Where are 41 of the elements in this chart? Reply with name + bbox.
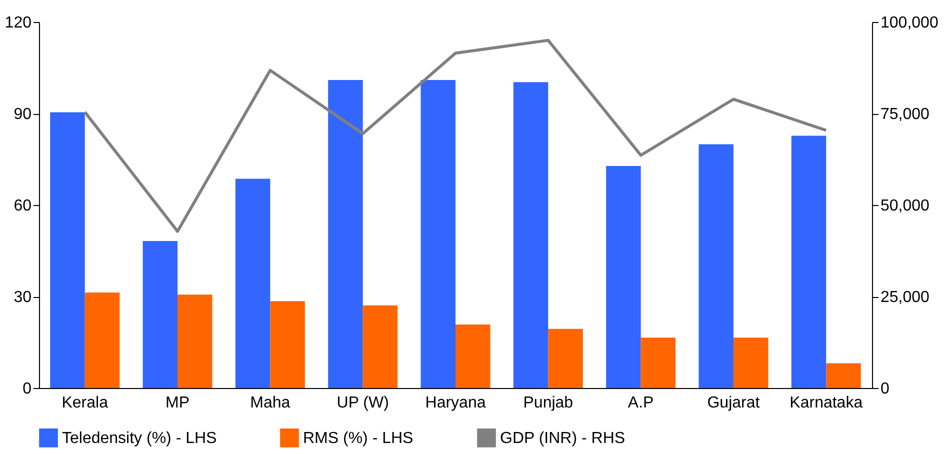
bar — [178, 294, 212, 388]
x-tick-label: Punjab — [523, 394, 574, 412]
y-tick-label: 120 — [4, 14, 32, 32]
bar — [513, 82, 548, 388]
y2-tick-label: 0 — [880, 380, 890, 398]
legend-label: GDP (INR) - RHS — [500, 430, 626, 447]
x-tick-label: Haryana — [425, 394, 486, 412]
bar — [548, 328, 583, 388]
bar — [606, 166, 641, 388]
bar — [270, 301, 305, 388]
y-tick-label: 90 — [14, 106, 32, 123]
bar — [235, 178, 270, 388]
bar — [791, 136, 826, 388]
line-series — [83, 38, 828, 233]
bar — [733, 338, 768, 388]
x-tick-label: MP — [166, 394, 190, 412]
bar — [142, 240, 178, 388]
x-tick-label: Gujarat — [707, 394, 760, 412]
bar — [50, 112, 85, 388]
bar — [640, 338, 676, 388]
y-tick-label: 30 — [14, 289, 32, 306]
bar — [84, 292, 120, 388]
y2-tick-label: 75,000 — [880, 106, 930, 123]
bar — [328, 80, 363, 388]
bar — [362, 305, 398, 388]
y2-tick-label: 100,000 — [880, 14, 938, 32]
x-tick-label: Maha — [250, 394, 290, 412]
x-tick-label: A.P — [628, 394, 654, 412]
x-tick-label: Kerala — [62, 394, 108, 412]
bar — [420, 80, 456, 388]
bar — [456, 324, 490, 388]
bar — [698, 144, 734, 388]
x-tick-label: UP (W) — [336, 394, 389, 412]
bar — [826, 363, 861, 388]
y-tick-label: 0 — [22, 380, 32, 398]
x-tick-label: Karnataka — [790, 394, 863, 412]
y2-tick-label: 25,000 — [880, 289, 930, 306]
legend-label: Teledensity (%) - LHS — [62, 430, 217, 447]
legend-label: RMS (%) - LHS — [303, 430, 414, 447]
y2-tick-label: 50,000 — [880, 198, 930, 214]
y-tick-label: 60 — [14, 198, 32, 214]
